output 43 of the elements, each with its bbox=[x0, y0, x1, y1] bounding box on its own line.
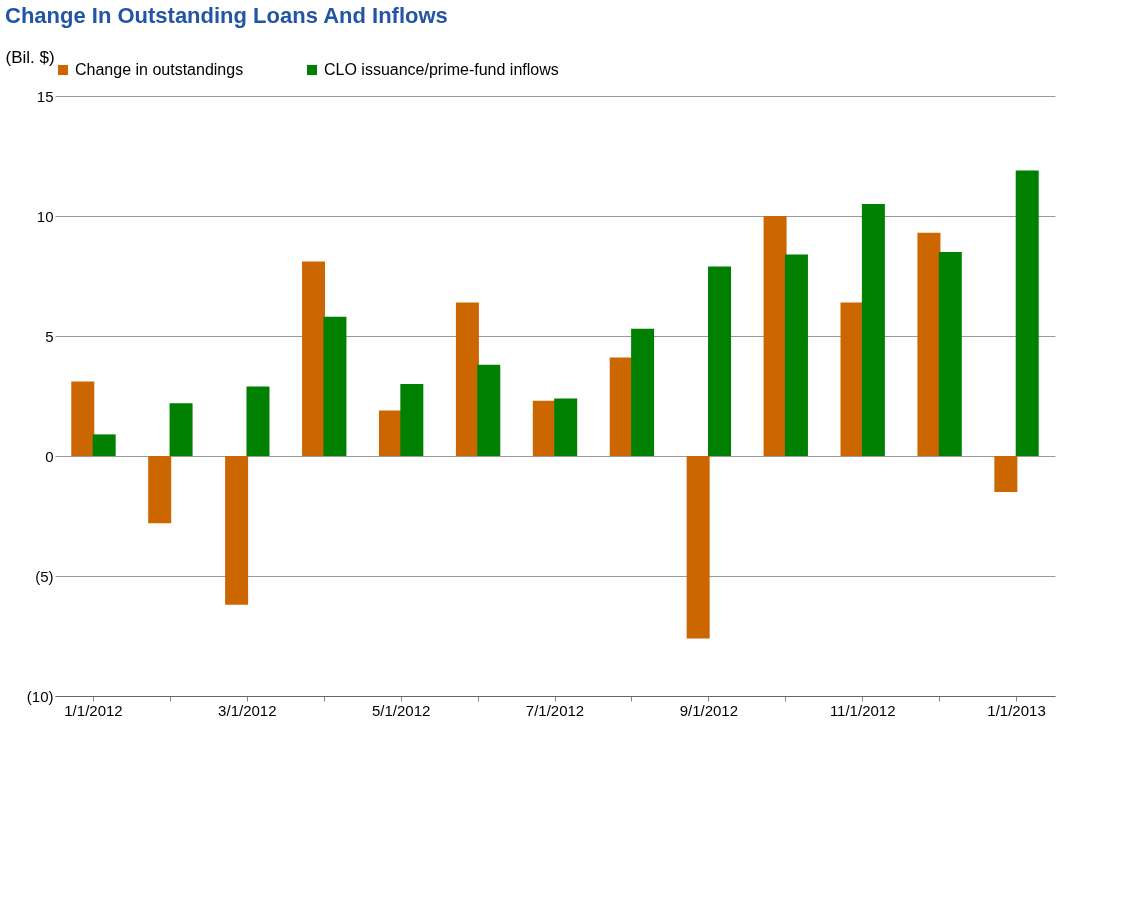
y-axis-title: (Bil. $) bbox=[5, 47, 55, 67]
bar bbox=[708, 266, 732, 456]
y-tick-label: 5 bbox=[45, 327, 54, 345]
bar bbox=[302, 261, 326, 456]
bar bbox=[1015, 170, 1039, 456]
bar bbox=[92, 434, 116, 456]
x-tick-label: 1/1/2013 bbox=[987, 701, 1046, 719]
y-tick-label: 10 bbox=[36, 207, 54, 225]
legend-label: Change in outstandings bbox=[75, 61, 244, 78]
x-tick-label: 11/1/2012 bbox=[829, 701, 896, 719]
bar bbox=[400, 384, 424, 456]
x-tick-label: 3/1/2012 bbox=[218, 701, 277, 719]
bar bbox=[532, 400, 556, 456]
bar bbox=[763, 216, 787, 456]
bar bbox=[148, 456, 172, 524]
x-tick-label: 1/1/2012 bbox=[64, 701, 123, 719]
x-tick-label: 9/1/2012 bbox=[679, 701, 739, 719]
bar bbox=[225, 456, 249, 605]
bar bbox=[686, 456, 710, 639]
bar bbox=[784, 254, 808, 456]
x-tick-label: 5/1/2012 bbox=[371, 701, 431, 719]
bar bbox=[994, 456, 1018, 492]
x-tick-label: 7/1/2012 bbox=[525, 701, 585, 719]
bar bbox=[323, 316, 347, 456]
bar bbox=[840, 302, 864, 456]
bar bbox=[169, 403, 193, 456]
bar bbox=[631, 328, 655, 456]
bar bbox=[861, 204, 885, 456]
legend-label: CLO issuance/prime-fund inflows bbox=[324, 61, 559, 78]
y-tick-label: (10) bbox=[26, 687, 54, 705]
bar bbox=[71, 381, 95, 456]
bar bbox=[609, 357, 633, 456]
bar bbox=[477, 364, 501, 456]
bar bbox=[938, 252, 962, 456]
bar bbox=[378, 410, 402, 456]
bar bbox=[246, 386, 270, 456]
bar bbox=[917, 232, 941, 456]
y-tick-label: 0 bbox=[45, 447, 54, 465]
bar bbox=[455, 302, 479, 456]
y-tick-label: 15 bbox=[36, 87, 54, 105]
chart-title: Change In Outstanding Loans And Inflows bbox=[5, 3, 448, 28]
y-tick-label: (5) bbox=[35, 567, 54, 585]
bar bbox=[554, 398, 578, 456]
